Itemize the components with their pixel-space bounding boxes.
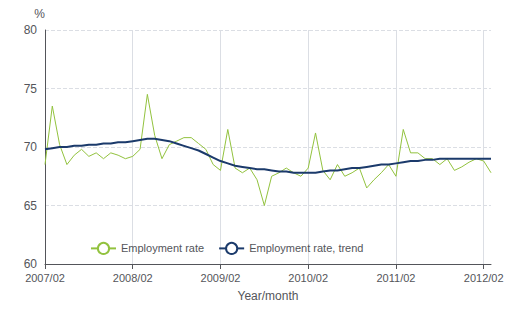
svg-text:70: 70: [24, 140, 38, 154]
svg-text:65: 65: [24, 199, 38, 213]
svg-text:75: 75: [24, 82, 38, 96]
svg-text:2009/02: 2009/02: [201, 272, 241, 284]
svg-text:2007/02: 2007/02: [25, 272, 65, 284]
svg-text:80: 80: [24, 23, 38, 37]
svg-text:2012/02: 2012/02: [464, 272, 504, 284]
svg-text:2010/02: 2010/02: [288, 272, 328, 284]
svg-text:Employment rate: Employment rate: [121, 242, 204, 254]
svg-text:2011/02: 2011/02: [376, 272, 415, 284]
svg-text:Employment rate, trend: Employment rate, trend: [249, 242, 363, 254]
svg-text:60: 60: [24, 257, 38, 271]
svg-text:Year/month: Year/month: [238, 289, 299, 303]
svg-text:2008/02: 2008/02: [113, 272, 153, 284]
svg-text:%: %: [34, 7, 45, 21]
